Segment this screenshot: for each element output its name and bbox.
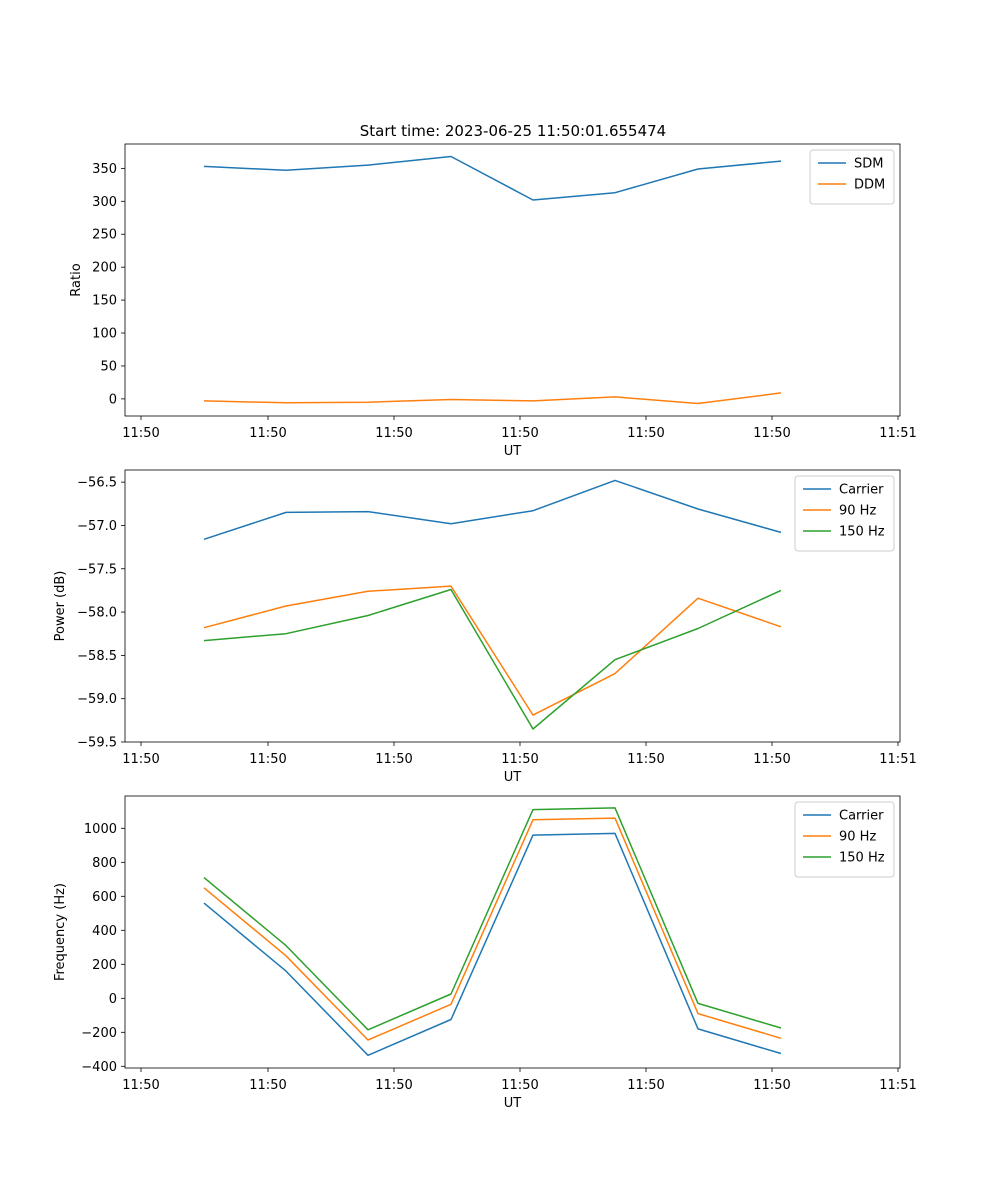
- y-tick-label: −58.5: [77, 649, 117, 664]
- y-tick-label: −59.0: [77, 692, 117, 707]
- axes-frame: [124, 469, 901, 743]
- x-tick-label: 11:50: [627, 752, 664, 767]
- legend-entry: Carrier: [839, 809, 884, 824]
- y-tick-label: 0: [109, 992, 117, 1007]
- legend-entry: Carrier: [839, 483, 884, 498]
- x-axis-label: UT: [504, 444, 522, 459]
- x-tick-label: 11:50: [501, 752, 538, 767]
- axes-frame: [124, 795, 901, 1069]
- legend-entry: SDM: [854, 157, 883, 172]
- legend-entry: 150 Hz: [839, 851, 885, 866]
- series-line-carrier: [203, 832, 782, 1057]
- x-tick-label: 11:50: [627, 1078, 664, 1093]
- y-tick-label: 300: [92, 195, 117, 210]
- x-tick-label: 11:50: [753, 752, 790, 767]
- y-tick-label: 50: [100, 359, 117, 374]
- x-tick-label: 11:50: [501, 426, 538, 441]
- chart-panel-2: 11:50 11:50 11:50 11:50 11:50 11:50 11:51 −59.5…: [53, 469, 917, 785]
- axes-frame: [124, 143, 901, 417]
- x-tick-label: 11:51: [879, 1078, 916, 1093]
- x-tick-label: 11:50: [501, 1078, 538, 1093]
- x-axis-label: UT: [504, 770, 522, 785]
- legend: Carrier 90 Hz 150 Hz: [794, 801, 895, 878]
- x-tick-label: 11:50: [375, 752, 412, 767]
- x-tick-label: 11:50: [122, 1078, 159, 1093]
- y-tick-label: −200: [81, 1026, 117, 1041]
- y-tick-label: 250: [92, 228, 117, 243]
- y-tick-label: 0: [109, 392, 117, 407]
- legend-entry: DDM: [854, 178, 885, 193]
- y-tick-label: 200: [92, 261, 117, 276]
- x-tick-label: 11:50: [753, 426, 790, 441]
- y-tick-label: 200: [92, 958, 117, 973]
- x-tick-label: 11:50: [249, 752, 286, 767]
- y-axis-label: Frequency (Hz): [53, 883, 68, 981]
- y-tick-label: 600: [92, 890, 117, 905]
- series-line-carrier: [203, 479, 782, 541]
- x-tick-label: 11:51: [879, 426, 916, 441]
- y-tick-label: 100: [92, 327, 117, 342]
- x-tick-label: 11:50: [753, 1078, 790, 1093]
- x-tick-label: 11:50: [122, 752, 159, 767]
- x-tick-label: 11:50: [249, 426, 286, 441]
- legend-box: [794, 475, 895, 552]
- y-axis-label: Ratio: [69, 263, 84, 296]
- legend-box: [794, 801, 895, 878]
- chart-panel-1: 11:50 11:50 11:50 11:50 11:50 11:50 11:51 0 50 10…: [69, 143, 917, 459]
- y-tick-label: −57.5: [77, 562, 117, 577]
- x-tick-label: 11:50: [375, 1078, 412, 1093]
- y-tick-label: 1000: [84, 822, 117, 837]
- x-tick-label: 11:50: [249, 1078, 286, 1093]
- series-line-90-hz: [203, 585, 782, 716]
- y-tick-label: 150: [92, 294, 117, 309]
- x-tick-label: 11:50: [122, 426, 159, 441]
- y-tick-label: −57.0: [77, 519, 117, 534]
- x-tick-label: 11:50: [627, 426, 664, 441]
- legend-entry: 90 Hz: [839, 504, 876, 519]
- x-tick-label: 11:50: [375, 426, 412, 441]
- y-tick-label: −59.5: [77, 736, 117, 751]
- y-tick-label: 350: [92, 162, 117, 177]
- legend-entry: 90 Hz: [839, 830, 876, 845]
- y-tick-label: −400: [81, 1060, 117, 1075]
- legend: Carrier 90 Hz 150 Hz: [794, 475, 895, 552]
- legend-entry: 150 Hz: [839, 525, 885, 540]
- y-tick-label: 400: [92, 924, 117, 939]
- series-line-ddm: [203, 392, 782, 405]
- series-line-150-hz: [203, 588, 782, 730]
- series-line-sdm: [203, 155, 782, 201]
- series-line-90-hz: [203, 817, 782, 1041]
- y-tick-label: 800: [92, 856, 117, 871]
- x-tick-label: 11:51: [879, 752, 916, 767]
- chart-panel-3: 11:50 11:50 11:50 11:50 11:50 11:50 11:51 −400 −…: [53, 795, 917, 1111]
- x-axis-label: UT: [504, 1096, 522, 1111]
- figure-title: Start time: 2023-06-25 11:50:01.655474: [360, 122, 666, 140]
- y-axis-label: Power (dB): [53, 571, 68, 642]
- series-line-150-hz: [203, 807, 782, 1031]
- y-tick-label: −56.5: [77, 476, 117, 491]
- y-tick-label: −58.0: [77, 606, 117, 621]
- legend: SDM DDM: [809, 149, 895, 205]
